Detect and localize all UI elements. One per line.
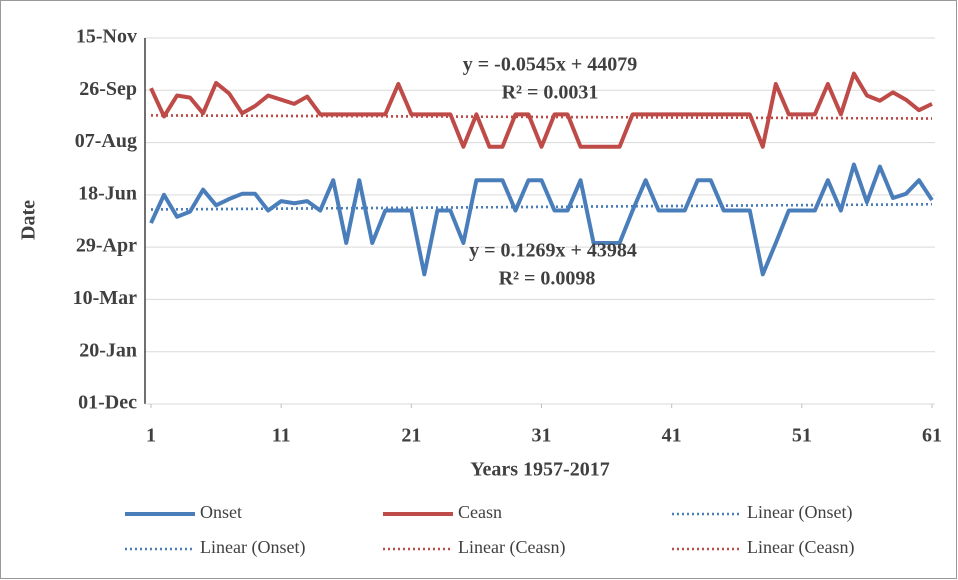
annotation: R² = 0.0098 — [499, 268, 596, 290]
x-tick-label: 61 — [922, 425, 942, 447]
series-line — [149, 71, 933, 149]
y-tick-label: 01-Dec — [78, 392, 137, 414]
trend-line — [150, 114, 933, 120]
legend-label: Ceasn — [458, 502, 502, 522]
annotation: y = -0.0545x + 44079 — [463, 54, 637, 76]
x-tick-label: 31 — [532, 425, 552, 447]
x-tick-label: 11 — [272, 425, 291, 447]
y-tick-label: 10-Mar — [73, 287, 138, 309]
y-tick-label: 29-Apr — [76, 235, 137, 257]
y-tick-label: 18-Jun — [78, 182, 137, 204]
y-tick-label: 07-Aug — [75, 130, 137, 152]
y-tick-label: 20-Jan — [79, 339, 137, 361]
legend-label: Onset — [200, 502, 242, 522]
x-tick-label: 21 — [401, 425, 421, 447]
x-axis-title: Years 1957-2017 — [470, 459, 609, 481]
y-tick-label: 15-Nov — [76, 26, 137, 48]
x-tick-label: 1 — [146, 425, 156, 447]
x-tick-label: 51 — [792, 425, 812, 447]
legend-label: Linear (Onset) — [200, 537, 305, 558]
legend-label: Linear (Ceasn) — [747, 537, 854, 558]
y-axis-title: Date — [18, 200, 40, 240]
annotation: R² = 0.0031 — [502, 82, 599, 104]
annotation: y = 0.1269x + 43984 — [469, 240, 637, 262]
series-line — [149, 162, 934, 277]
legend-label: Linear (Ceasn) — [458, 537, 565, 558]
y-tick-label: 26-Sep — [79, 78, 137, 100]
legend-label: Linear (Onset) — [747, 502, 852, 523]
x-tick-label: 41 — [662, 425, 682, 447]
trend-line — [150, 203, 933, 211]
